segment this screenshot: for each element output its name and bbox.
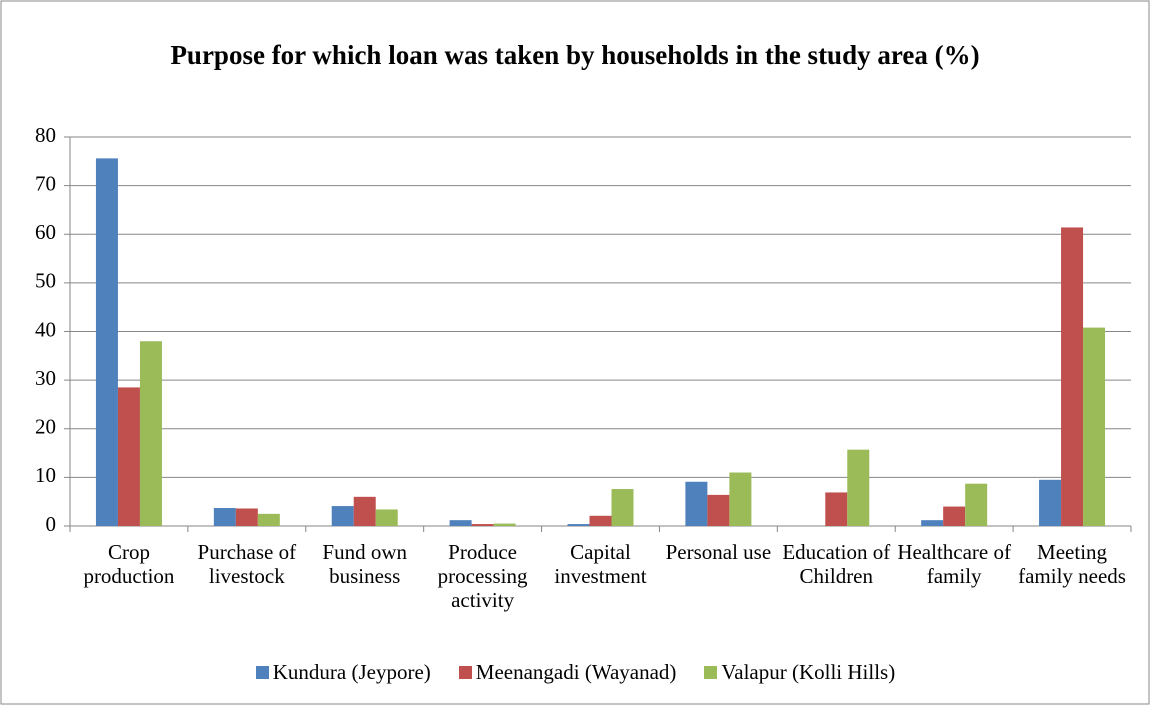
bar: [965, 483, 988, 526]
legend-swatch: [704, 666, 718, 679]
bar: [235, 508, 258, 526]
legend-label: Meenangadi (Wayanad): [475, 660, 677, 684]
y-tick-label: 30: [35, 366, 56, 390]
x-tick-label: Fund own business: [322, 540, 407, 588]
bar: [257, 513, 280, 526]
legend-swatch: [255, 666, 269, 679]
legend-item: Valapur (Kolli Hills): [704, 660, 895, 685]
x-tick-label: Purchase of livestock: [197, 540, 297, 588]
chart-title: Purpose for which loan was taken by hous…: [170, 40, 980, 70]
legend-label: Valapur (Kolli Hills): [721, 660, 896, 684]
x-tick-label: Personal use: [665, 540, 772, 564]
x-tick-label: Capital investment: [554, 540, 647, 588]
bar: [95, 158, 118, 526]
bar: [1083, 327, 1106, 526]
bar: [729, 472, 752, 526]
x-tick-label: Education of Children: [782, 540, 891, 588]
y-tick-label: 20: [35, 415, 56, 439]
bar: [847, 449, 870, 526]
bar: [685, 481, 708, 526]
bar: [707, 494, 730, 526]
bar: [449, 520, 472, 526]
legend: Kundura (Jeypore) Meenangadi (Wayanad) Val…: [0, 660, 1151, 685]
legend-item: Kundura (Jeypore): [255, 660, 431, 685]
y-tick-label: 70: [35, 171, 56, 195]
bar: [139, 341, 162, 526]
y-tick-label: 50: [35, 269, 56, 293]
bar: [353, 496, 376, 526]
legend-swatch: [458, 666, 472, 679]
bar: [375, 509, 398, 526]
bar: [213, 508, 236, 526]
bar: [331, 506, 354, 526]
bar: [493, 523, 516, 526]
y-tick-label: 60: [35, 220, 56, 244]
x-tick-label: Produce processing activity: [437, 540, 528, 612]
bar: [1039, 479, 1062, 526]
bar: [611, 489, 634, 526]
bar: [589, 515, 612, 526]
x-tick-label: Crop production: [83, 540, 175, 588]
bar: [567, 524, 590, 526]
legend-label: Kundura (Jeypore): [272, 660, 431, 684]
legend-item: Meenangadi (Wayanad): [458, 660, 677, 685]
x-tick-label: Healthcare of family: [897, 540, 1011, 588]
y-tick-label: 80: [35, 123, 56, 147]
x-tick-label: Meeting family needs: [1018, 540, 1126, 588]
y-tick-label: 10: [35, 463, 56, 487]
bar: [825, 492, 848, 526]
y-tick-label: 40: [35, 317, 56, 341]
y-tick-label: 0: [46, 512, 57, 536]
bar: [921, 520, 944, 526]
bar: [943, 506, 966, 526]
bar: [117, 387, 140, 526]
bar: [1061, 227, 1084, 526]
bar: [471, 524, 494, 526]
